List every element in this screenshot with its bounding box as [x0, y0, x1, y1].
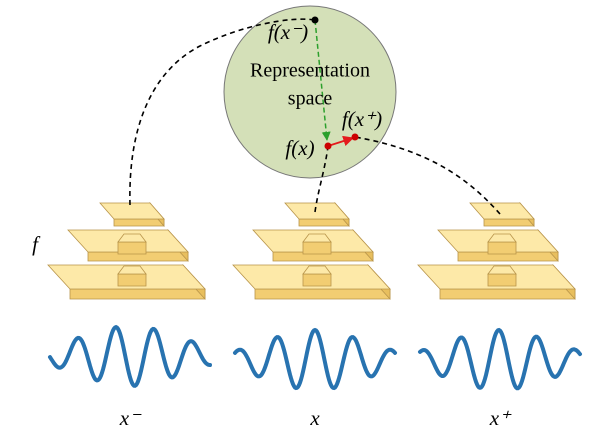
connector-box: [303, 274, 331, 286]
positive-label: f(x⁺): [342, 107, 382, 131]
encoder-label: f: [32, 232, 41, 256]
plate-front: [299, 219, 349, 226]
connector: [355, 137, 500, 214]
space-label: Representation: [250, 60, 370, 82]
plate-top: [285, 203, 349, 219]
negative-label: f(x⁻): [268, 20, 308, 44]
diagram: f(x⁻) Representation space f(x) f(x⁺) f …: [0, 0, 589, 434]
plate-front: [484, 219, 534, 226]
plate-front: [114, 219, 164, 226]
negative-point: [312, 17, 319, 24]
anchor-label: f(x): [285, 136, 314, 160]
plate-front: [70, 289, 205, 299]
connector-box: [118, 242, 146, 254]
connector-box: [488, 242, 516, 254]
signal: [420, 330, 580, 388]
plate-top: [470, 203, 534, 219]
signal: [235, 330, 395, 388]
connector-box: [488, 274, 516, 286]
anchor-point: [325, 143, 332, 150]
input-label: x: [309, 406, 320, 430]
connector-box: [118, 274, 146, 286]
input-label: x⁺: [489, 406, 512, 430]
input-label: x⁻: [119, 406, 142, 430]
plate-front: [440, 289, 575, 299]
connector-box: [303, 242, 331, 254]
positive-point: [352, 134, 359, 141]
space-label: space: [288, 88, 333, 110]
signals: [50, 327, 580, 388]
plate-top: [100, 203, 164, 219]
signal: [50, 327, 210, 386]
encoders: [48, 203, 575, 299]
plate-front: [255, 289, 390, 299]
